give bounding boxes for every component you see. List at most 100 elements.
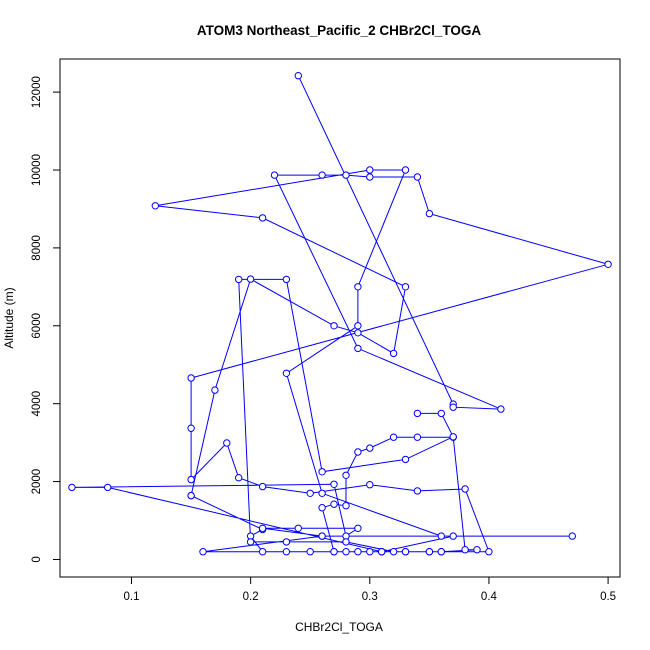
- data-point: [342, 171, 350, 179]
- data-point: [449, 532, 457, 540]
- data-point: [330, 548, 338, 556]
- data-point: [342, 502, 350, 510]
- data-point: [437, 532, 445, 540]
- data-point: [235, 275, 243, 284]
- data-point: [318, 489, 326, 497]
- data-point: [366, 548, 374, 556]
- data-point: [568, 532, 576, 540]
- data-point: [354, 283, 362, 291]
- data-point: [342, 471, 350, 479]
- data-point: [270, 171, 279, 179]
- data-point: [413, 173, 422, 181]
- data-point: [497, 405, 505, 413]
- y-tick-label: 12000: [31, 76, 43, 108]
- data-point: [401, 548, 410, 556]
- data-point: [282, 548, 291, 556]
- data-point: [366, 166, 374, 174]
- x-axis-label: CHBr2Cl_TOGA: [295, 620, 383, 634]
- y-tick-label: 6000: [31, 313, 43, 339]
- data-point: [187, 424, 195, 432]
- data-point: [354, 329, 362, 337]
- series-line: [71, 75, 610, 553]
- y-tick-label: 4000: [31, 391, 43, 417]
- y-tick-label: 10000: [31, 154, 43, 186]
- data-point: [425, 209, 434, 218]
- data-point: [389, 548, 398, 556]
- data-point: [187, 491, 195, 500]
- data-point: [258, 214, 267, 222]
- data-point: [223, 439, 231, 447]
- y-tick-label: 8000: [31, 235, 43, 261]
- data-point: [354, 344, 362, 353]
- data-point: [485, 548, 493, 556]
- data-point: [401, 166, 410, 174]
- x-tick-label: 0.1: [123, 591, 139, 603]
- data-point: [354, 322, 362, 330]
- data-point: [246, 538, 255, 546]
- data-point: [294, 524, 302, 532]
- data-point: [413, 409, 422, 418]
- data-point: [366, 173, 374, 181]
- x-tick-label: 0.5: [600, 591, 616, 603]
- data-point: [604, 260, 612, 268]
- chart-title: ATOM3 Northeast_Pacific_2 CHBr2Cl_TOGA: [197, 23, 482, 38]
- data-point: [187, 475, 195, 484]
- data-point: [342, 538, 350, 546]
- data-point: [104, 483, 112, 492]
- data-point: [318, 171, 326, 179]
- data-point: [425, 548, 434, 556]
- data-point: [282, 369, 291, 377]
- data-point: [68, 483, 76, 492]
- data-point: [282, 275, 291, 284]
- data-point: [413, 487, 422, 495]
- data-point: [306, 489, 314, 497]
- data-point: [187, 374, 195, 382]
- data-point: [354, 448, 362, 456]
- data-point: [294, 72, 302, 80]
- data-point: [306, 548, 314, 556]
- data-point: [437, 548, 445, 556]
- data-point: [211, 386, 219, 394]
- x-tick-label: 0.2: [243, 591, 259, 603]
- data-point: [235, 474, 243, 482]
- data-point: [437, 409, 445, 418]
- x-axis: 0.1 0.2 0.3 0.4 0.5: [123, 576, 616, 603]
- data-point: [366, 481, 374, 489]
- data-point: [342, 548, 350, 556]
- data-point: [318, 468, 326, 476]
- y-axis-label: Altitude (m): [2, 287, 16, 348]
- data-point: [318, 532, 326, 540]
- data-point: [258, 482, 267, 491]
- data-series: [68, 72, 612, 556]
- y-tick-label: 2000: [31, 469, 43, 495]
- y-axis: 0 2000 4000 6000 8000 10000 12000: [31, 76, 61, 563]
- data-point: [354, 548, 362, 556]
- data-point: [401, 455, 410, 464]
- x-tick-label: 0.4: [481, 591, 498, 603]
- data-point: [378, 548, 386, 556]
- data-point: [366, 444, 374, 452]
- data-point: [389, 433, 398, 441]
- data-point: [330, 500, 338, 508]
- y-tick-label: 0: [31, 556, 43, 562]
- data-point: [461, 546, 469, 554]
- data-point: [449, 433, 457, 441]
- data-point: [282, 538, 291, 546]
- data-point: [246, 275, 255, 283]
- data-point: [318, 504, 326, 512]
- x-tick-label: 0.3: [362, 591, 378, 603]
- data-point: [461, 485, 469, 493]
- data-point: [330, 322, 338, 330]
- data-point: [330, 480, 338, 488]
- data-point: [258, 524, 267, 532]
- data-point: [413, 433, 422, 441]
- data-point: [389, 349, 398, 358]
- data-point: [473, 546, 481, 554]
- data-point: [449, 403, 457, 411]
- data-point: [401, 283, 410, 291]
- data-point: [354, 524, 362, 532]
- data-point: [258, 548, 267, 556]
- data-point: [151, 202, 160, 210]
- data-point: [199, 548, 207, 556]
